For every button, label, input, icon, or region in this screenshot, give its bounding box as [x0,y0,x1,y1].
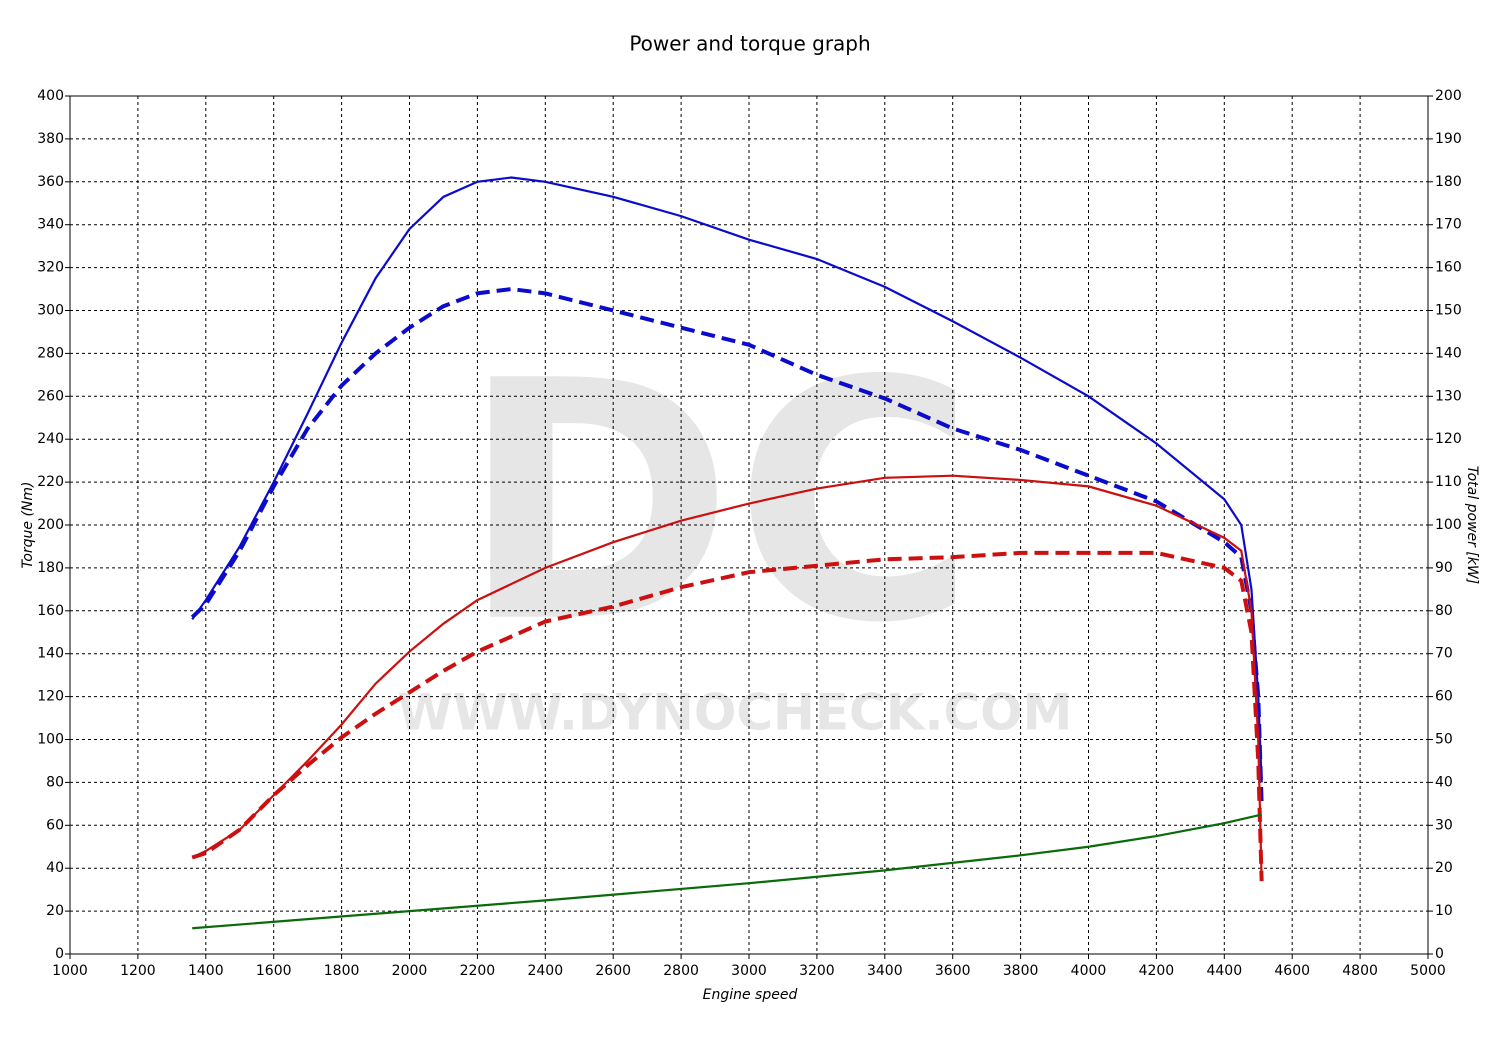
series-line [190,287,1264,804]
y2-tick-label: 30 [1435,817,1453,833]
y2-tick-label: 150 [1435,303,1462,319]
chart-title: Power and torque graph [629,32,870,56]
y2-tick-label: 200 [1435,88,1462,104]
y2-tick-label: 130 [1435,388,1462,404]
x-tick-label: 5000 [1410,963,1446,979]
y-tick-label: 200 [37,517,64,533]
y2-axis-label: Total power [kW] [1464,466,1480,584]
y2-tick-label: 70 [1435,646,1453,662]
y2-tick-label: 140 [1435,345,1462,361]
y-tick-label: 140 [37,646,64,662]
y2-tick-label: 20 [1435,860,1453,876]
y-tick-label: 100 [37,732,64,748]
y2-tick-label: 80 [1435,603,1453,619]
y2-tick-label: 180 [1435,174,1462,190]
y2-tick-label: 170 [1435,217,1462,233]
x-tick-label: 3600 [935,963,971,979]
x-tick-label: 3400 [867,963,903,979]
y-tick-label: 20 [46,903,64,919]
y2-tick-label: 60 [1435,689,1453,705]
x-tick-label: 2600 [595,963,631,979]
watermark-url: WWW.DYNOCHECK.COM [398,684,1073,742]
x-tick-label: 2200 [460,963,496,979]
y2-tick-label: 160 [1435,260,1462,276]
x-tick-label: 2000 [392,963,428,979]
x-tick-label: 3800 [1003,963,1039,979]
y-tick-label: 400 [37,88,64,104]
y-tick-label: 300 [37,303,64,319]
y-tick-label: 240 [37,431,64,447]
y-tick-label: 40 [46,860,64,876]
y-tick-label: 260 [37,388,64,404]
x-tick-label: 3200 [799,963,835,979]
x-tick-label: 1000 [52,963,88,979]
y2-tick-label: 90 [1435,560,1453,576]
plot-frame [69,95,1429,955]
x-axis-label: Engine speed [703,987,798,1003]
series-line [192,813,1262,930]
y-tick-label: 340 [37,217,64,233]
x-tick-label: 4200 [1139,963,1175,979]
y-tick-label: 360 [37,174,64,190]
x-tick-label: 4600 [1274,963,1310,979]
x-tick-label: 1400 [188,963,224,979]
x-tick-label: 4000 [1071,963,1107,979]
watermark-logo: DC [460,311,976,695]
x-tick-label: 1200 [120,963,156,979]
y-tick-label: 180 [37,560,64,576]
y-tick-label: 160 [37,603,64,619]
series-line [191,176,1263,783]
x-tick-label: 2400 [527,963,563,979]
y-tick-label: 280 [37,345,64,361]
x-tick-label: 4400 [1206,963,1242,979]
y-tick-label: 220 [37,474,64,490]
y-tick-label: 320 [37,260,64,276]
series-line [191,474,1263,882]
y2-tick-label: 110 [1435,474,1462,490]
y2-tick-label: 190 [1435,131,1462,147]
series-line [191,550,1264,882]
y2-tick-label: 120 [1435,431,1462,447]
x-tick-label: 1600 [256,963,292,979]
y-axis-label: Torque (Nm) [20,481,36,568]
y2-tick-label: 40 [1435,774,1453,790]
y2-tick-label: 0 [1435,946,1444,962]
x-tick-label: 1800 [324,963,360,979]
y2-tick-label: 50 [1435,732,1453,748]
y2-tick-label: 10 [1435,903,1453,919]
y-tick-label: 0 [55,946,64,962]
y-tick-label: 120 [37,689,64,705]
y2-tick-label: 100 [1435,517,1462,533]
y-tick-label: 80 [46,774,64,790]
y-tick-label: 380 [37,131,64,147]
x-tick-label: 3000 [731,963,767,979]
x-tick-label: 4800 [1342,963,1378,979]
y-tick-label: 60 [46,817,64,833]
x-tick-label: 2800 [663,963,699,979]
